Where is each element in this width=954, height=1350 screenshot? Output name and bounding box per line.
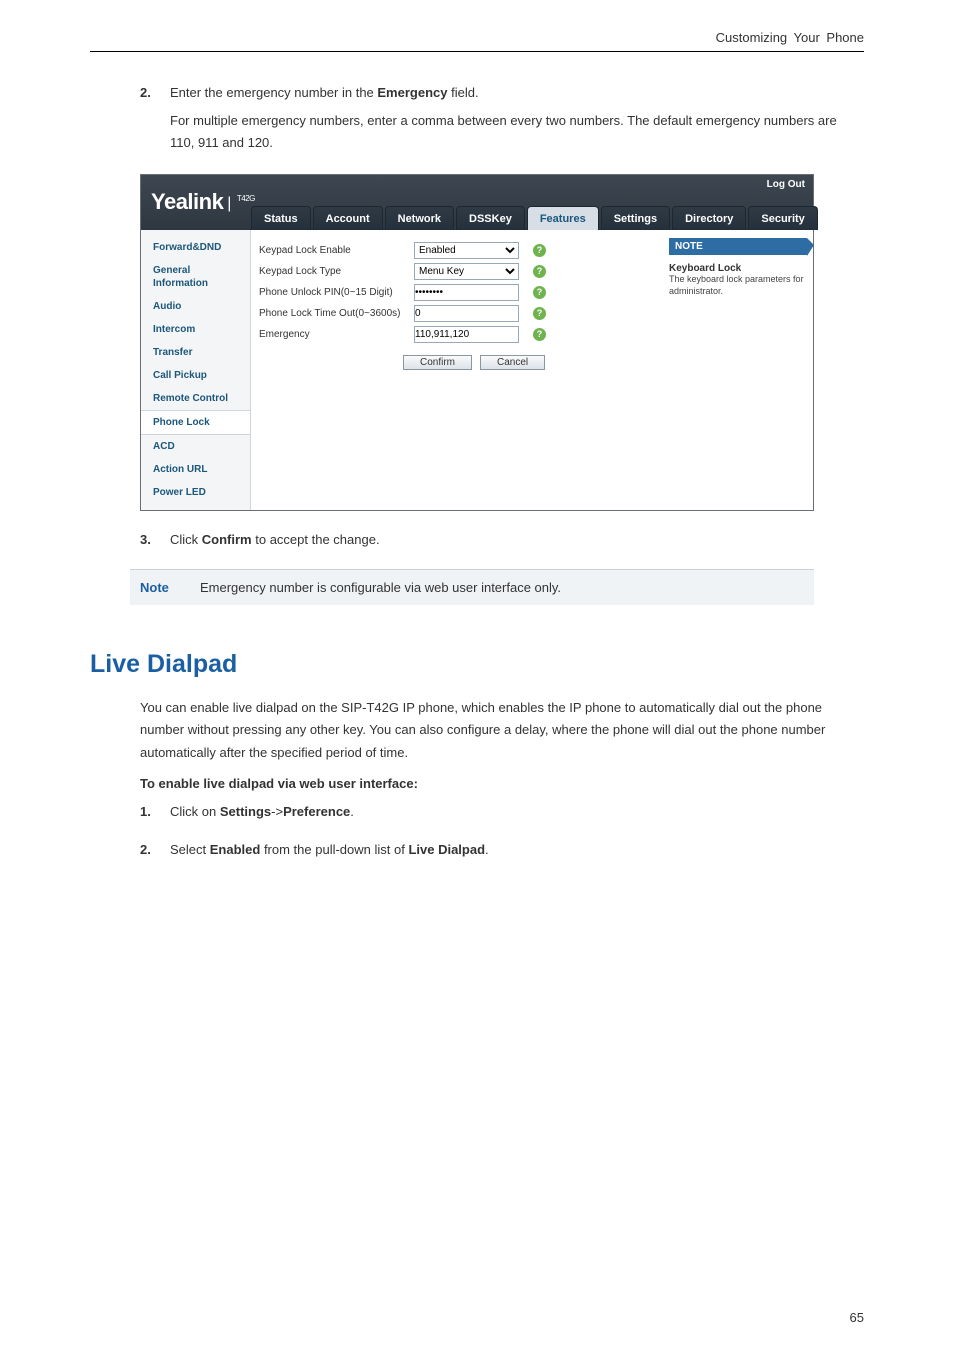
form-area: Keypad Lock EnableEnabled? Keypad Lock Ty… [251, 230, 663, 510]
tab-security[interactable]: Security [748, 206, 817, 230]
tab-settings[interactable]: Settings [601, 206, 670, 230]
cancel-button[interactable]: Cancel [480, 355, 545, 370]
note-tag: Note [130, 570, 200, 605]
step-number: 1. [140, 801, 170, 829]
text: For multiple emergency numbers, enter a … [170, 110, 864, 154]
logo-sep: | [223, 195, 235, 212]
text-bold: Live Dialpad [408, 842, 485, 857]
step-3: 3. Click Confirm to accept the change. [140, 529, 864, 557]
substep-1: 1. Click on Settings->Preference. [140, 801, 864, 829]
help-icon[interactable]: ? [533, 328, 546, 341]
sidebar-item-remote-control[interactable]: Remote Control [141, 387, 250, 410]
field-input[interactable] [414, 326, 519, 343]
tab-network[interactable]: Network [385, 206, 454, 230]
text: Enter the emergency number in the [170, 85, 377, 100]
tab-directory[interactable]: Directory [672, 206, 746, 230]
field-input[interactable] [414, 305, 519, 322]
text: Click on [170, 804, 220, 819]
note-header: NOTE [669, 238, 807, 255]
help-icon[interactable]: ? [533, 244, 546, 257]
note-panel: NOTE Keyboard Lock The keyboard lock par… [663, 230, 813, 510]
text-bold: Confirm [202, 532, 252, 547]
text: from the pull-down list of [260, 842, 408, 857]
text-bold: Emergency [377, 85, 447, 100]
help-icon[interactable]: ? [533, 307, 546, 320]
step-number: 2. [140, 82, 170, 160]
logout-link[interactable]: Log Out [767, 179, 805, 190]
text: . [485, 842, 489, 857]
section-heading: Live Dialpad [90, 650, 864, 679]
sidebar-item-transfer[interactable]: Transfer [141, 341, 250, 364]
field-label: Phone Unlock PIN(0~15 Digit) [259, 287, 414, 298]
text-bold: Enabled [210, 842, 261, 857]
sidebar-item-phone-lock[interactable]: Phone Lock [141, 410, 250, 435]
field-label: Phone Lock Time Out(0~3600s) [259, 308, 414, 319]
sidebar-item-action-url[interactable]: Action URL [141, 458, 250, 481]
web-ui-screenshot: Yealink | T42G Log Out StatusAccountNetw… [140, 174, 814, 511]
substep-2: 2. Select Enabled from the pull-down lis… [140, 839, 864, 867]
step-number: 3. [140, 529, 170, 557]
tab-dsskey[interactable]: DSSKey [456, 206, 525, 230]
lead-text: To enable live dialpad via web user inte… [140, 776, 864, 791]
sidebar-item-power-led[interactable]: Power LED [141, 481, 250, 504]
confirm-button[interactable]: Confirm [403, 355, 472, 370]
sidebar-item-acd[interactable]: ACD [141, 435, 250, 458]
text: . [350, 804, 354, 819]
help-icon[interactable]: ? [533, 265, 546, 278]
sidebar-item-general-information[interactable]: General Information [141, 259, 250, 295]
sidebar-item-call-pickup[interactable]: Call Pickup [141, 364, 250, 387]
sidebar-item-forward-dnd[interactable]: Forward&DND [141, 236, 250, 259]
field-input[interactable]: Enabled [414, 242, 519, 259]
text: Click [170, 532, 202, 547]
field-label: Keypad Lock Enable [259, 245, 414, 256]
text: field. [447, 85, 478, 100]
step-2: 2. Enter the emergency number in the Eme… [140, 82, 864, 160]
text: Select [170, 842, 210, 857]
body-text: You can enable live dialpad on the SIP-T… [140, 697, 864, 763]
step-number: 2. [140, 839, 170, 867]
note-message: Emergency number is configurable via web… [200, 570, 561, 605]
help-icon[interactable]: ? [533, 286, 546, 299]
sidebar: Forward&DNDGeneral InformationAudioInter… [141, 230, 251, 510]
field-label: Keypad Lock Type [259, 266, 414, 277]
logo: Yealink | T42G [151, 189, 255, 215]
sidebar-item-audio[interactable]: Audio [141, 295, 250, 318]
field-input[interactable] [414, 284, 519, 301]
note-bar: Note Emergency number is configurable vi… [130, 569, 814, 605]
tab-status[interactable]: Status [251, 206, 311, 230]
sidebar-item-intercom[interactable]: Intercom [141, 318, 250, 341]
logo-model: T42G [237, 194, 255, 203]
tab-account[interactable]: Account [313, 206, 383, 230]
page-header: Customizing Your Phone [90, 30, 864, 52]
page-number: 65 [850, 1310, 864, 1325]
note-section-title: Keyboard Lock [669, 263, 807, 274]
text-bold: Settings [220, 804, 271, 819]
text-bold: Preference [283, 804, 350, 819]
tab-features[interactable]: Features [527, 206, 599, 230]
note-section-body: The keyboard lock parameters for adminis… [669, 274, 807, 297]
text: -> [271, 804, 283, 819]
text: to accept the change. [252, 532, 380, 547]
field-label: Emergency [259, 329, 414, 340]
field-input[interactable]: Menu Key [414, 263, 519, 280]
logo-text: Yealink [151, 189, 223, 214]
